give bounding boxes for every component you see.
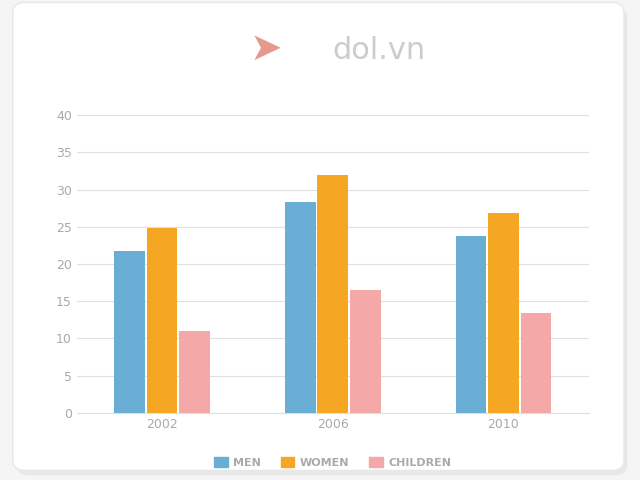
Legend: MEN, WOMEN, CHILDREN: MEN, WOMEN, CHILDREN xyxy=(210,453,456,473)
FancyBboxPatch shape xyxy=(16,7,627,475)
Bar xyxy=(147,228,177,413)
Bar xyxy=(115,252,145,413)
Bar xyxy=(488,214,519,413)
FancyBboxPatch shape xyxy=(13,2,624,470)
Bar xyxy=(179,331,210,413)
Bar xyxy=(520,313,551,413)
Bar xyxy=(317,175,348,413)
Bar xyxy=(350,290,381,413)
Text: dol.vn: dol.vn xyxy=(333,36,426,65)
Text: ➤: ➤ xyxy=(250,30,282,68)
Bar xyxy=(456,236,486,413)
Bar xyxy=(285,202,316,413)
